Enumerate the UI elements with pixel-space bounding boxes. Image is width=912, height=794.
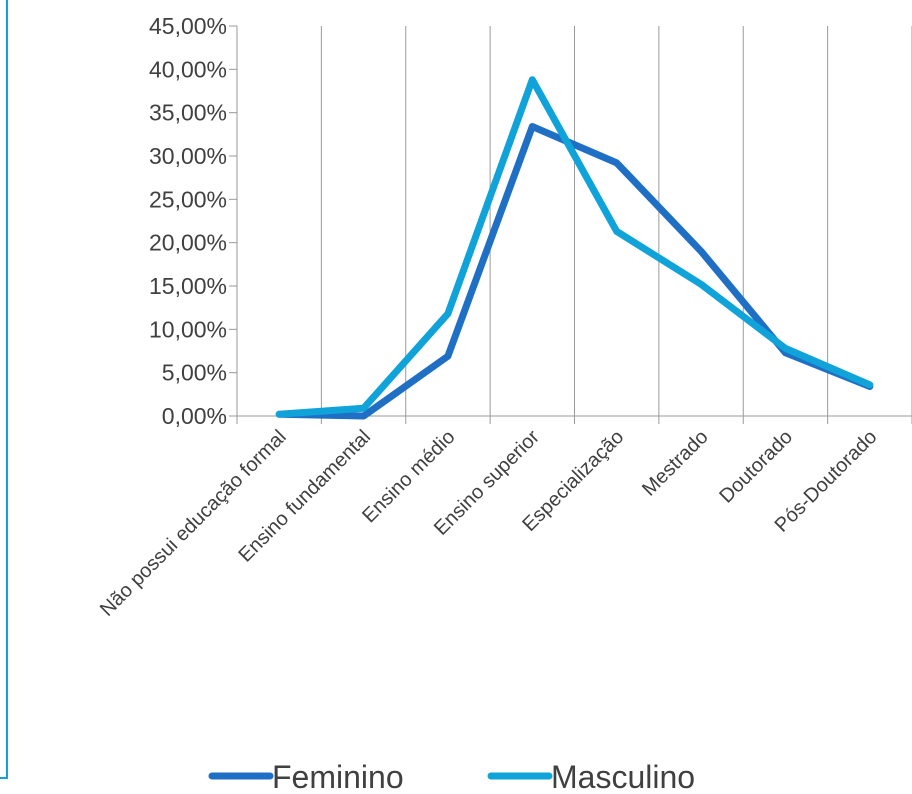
legend-label-masculino: Masculino [551,759,695,794]
series-lines [275,76,874,420]
y-tick-label: 5,00% [162,360,227,386]
y-tick-label: 40,00% [149,56,227,82]
left-frame-edge [0,0,8,779]
y-tick-label: 0,00% [162,403,227,429]
y-tick-label: 10,00% [149,316,227,342]
y-tick-label: 35,00% [149,100,227,126]
y-tick-label: 20,00% [149,230,227,256]
series-line-masculino [275,76,874,418]
y-axis-ticks: 0,00% 5,00% 10,00% 15,00% 20,00% 25,00% 30,00%… [149,13,227,429]
legend-label-feminino: Feminino [272,759,404,794]
x-tick-label: Mestrado [638,426,713,501]
y-tick-label: 30,00% [149,143,227,169]
y-tick-label: 25,00% [149,186,227,212]
x-tick-label: Doutorado [715,426,797,508]
legend: Feminino Masculino [208,759,695,794]
y-tick-label: 15,00% [149,273,227,299]
y-tick-label: 45,00% [149,13,227,39]
gridlines [320,26,912,416]
